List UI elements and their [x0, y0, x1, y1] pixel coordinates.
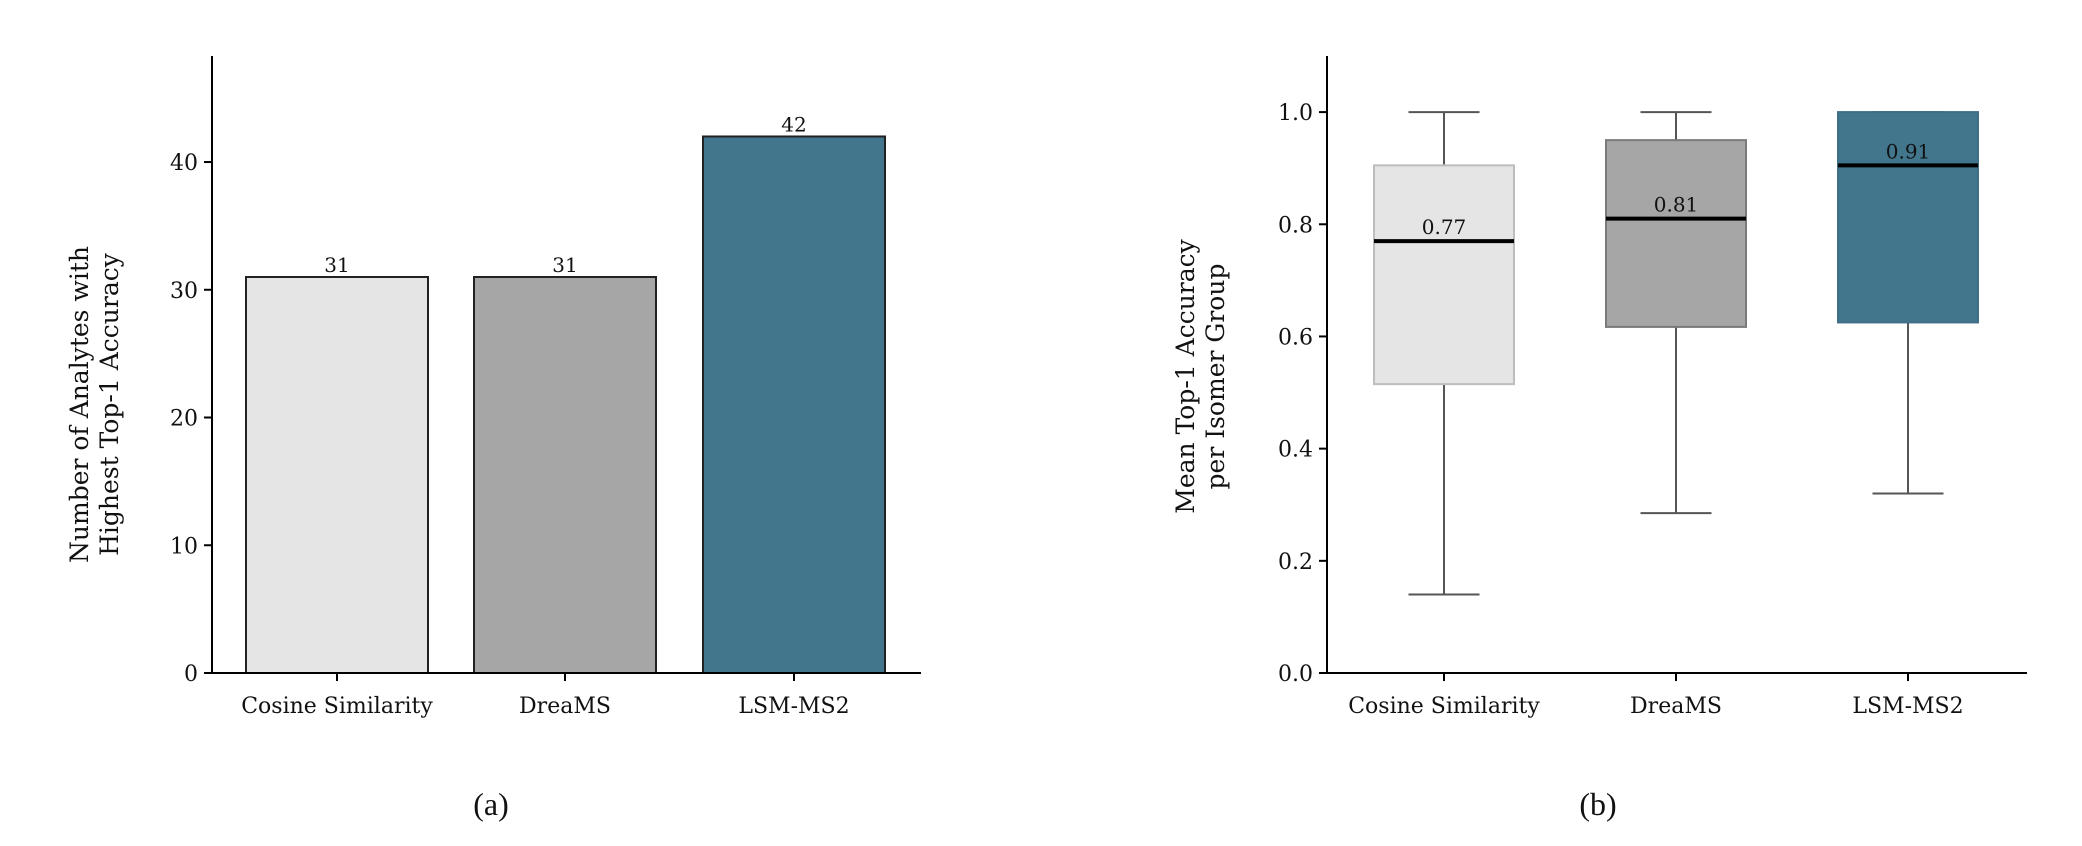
box	[1373, 164, 1515, 386]
y-tick-label: 0.4	[1278, 438, 1313, 463]
bar	[245, 275, 429, 674]
y-tick-label: 1.0	[1278, 101, 1313, 126]
box-plot-panel-b: 0.77 0.81 0.91 0.0 0.2 0.4 0.6 0.8 1.0 Cosine Sim…	[1171, 56, 2027, 822]
data-label: 31	[324, 253, 349, 277]
x-tick-label: LSM-MS2	[1852, 694, 1963, 719]
data-label: 42	[781, 112, 806, 136]
y-axis-label: Mean Top-1 Accuracyper Isomer Group	[1171, 238, 1230, 513]
bar-chart-panel-a: 31 31 42 0 10 20 30 40 Cosine Similarity DreaMS LS…	[65, 56, 921, 822]
x-tick-label: Cosine Similarity	[1348, 694, 1540, 719]
x-tick-label: Cosine Similarity	[241, 694, 433, 719]
bar	[473, 275, 657, 674]
x-tick-label: DreaMS	[519, 694, 611, 719]
y-axis-label: Number of Analytes withHighest Top-1 Acc…	[65, 246, 124, 563]
y-tick-label: 0	[184, 662, 198, 687]
x-tick-label: DreaMS	[1630, 694, 1722, 719]
y-axis-label-line: Highest Top-1 Accuracy	[95, 252, 124, 556]
y-axis-label-line: Number of Analytes with	[65, 246, 94, 563]
y-axis-label-line: per Isomer Group	[1201, 264, 1230, 490]
y-tick-label: 0.6	[1278, 325, 1313, 350]
box	[1605, 139, 1747, 328]
y-tick-label: 10	[170, 534, 198, 559]
x-tick-label: LSM-MS2	[738, 694, 849, 719]
panel-label: (a)	[473, 786, 509, 822]
panel-label: (b)	[1579, 786, 1616, 822]
y-tick-label: 0.8	[1278, 213, 1313, 238]
y-tick-label: 0.2	[1278, 550, 1313, 575]
y-tick-label: 0.0	[1278, 662, 1313, 687]
y-tick-label: 40	[170, 151, 198, 176]
y-tick-label: 20	[170, 407, 198, 432]
y-tick-label: 30	[170, 279, 198, 304]
bar	[702, 135, 886, 674]
median-label: 0.77	[1422, 215, 1467, 239]
median-label: 0.81	[1654, 193, 1699, 217]
data-label: 31	[552, 253, 577, 277]
median-label: 0.91	[1886, 139, 1931, 163]
box	[1837, 111, 1979, 324]
y-axis-label-line: Mean Top-1 Accuracy	[1171, 238, 1200, 513]
